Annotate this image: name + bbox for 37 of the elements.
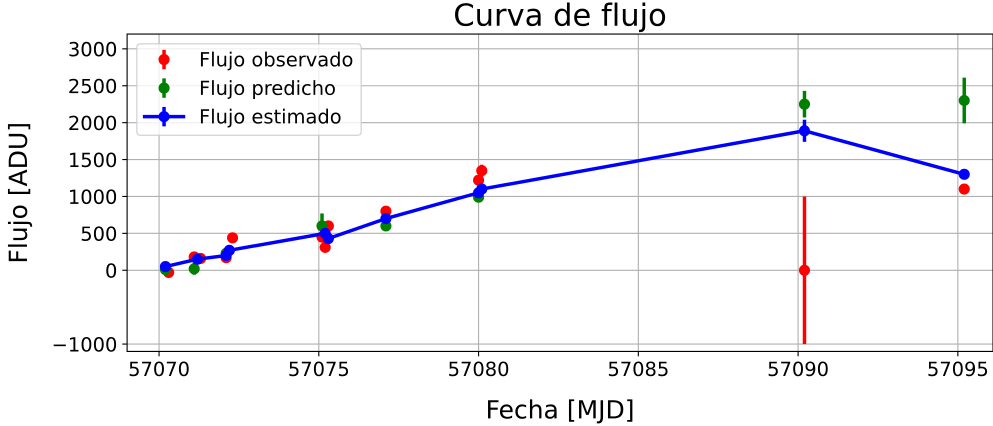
point — [958, 94, 970, 106]
y-tick-label: 0 — [106, 263, 116, 278]
point — [322, 232, 334, 244]
y-tick-label: 1500 — [70, 152, 116, 168]
point — [958, 168, 970, 180]
legend-label: Flujo predicho — [200, 80, 335, 99]
point — [160, 261, 171, 272]
point — [226, 232, 238, 244]
x-tick-label: 57085 — [608, 362, 668, 376]
x-tick-label: 57090 — [768, 362, 828, 376]
point — [192, 254, 203, 265]
point — [798, 125, 810, 136]
x-tick-label: 57075 — [289, 362, 348, 376]
point — [188, 263, 200, 274]
point — [473, 174, 484, 186]
point — [798, 264, 810, 276]
point — [476, 165, 488, 176]
x-tick-label: 57095 — [928, 362, 988, 376]
legend-label: Flujo observado — [200, 52, 352, 70]
point — [380, 213, 392, 224]
x-tick-label: 57070 — [130, 362, 189, 376]
y-tick-label: 3000 — [69, 42, 116, 57]
y-tick-label: 1000 — [70, 189, 116, 204]
y-tick-label: 2000 — [69, 116, 116, 130]
x-axis-title: Fecha [MJD] — [488, 399, 632, 424]
point — [958, 184, 970, 195]
point — [320, 242, 331, 253]
point — [476, 184, 488, 195]
y-tick-label: 2500 — [69, 78, 116, 94]
x-tick-label: 57080 — [449, 362, 508, 376]
y-tick-label: −1000 — [54, 337, 116, 352]
y-axis-title: Flujo [ADU] — [8, 124, 32, 262]
chart-title: Curva de flujo — [455, 2, 666, 32]
legend-label: Flujo estimado — [200, 108, 341, 128]
point — [798, 98, 810, 110]
y-tick-label: 500 — [82, 226, 116, 242]
point — [224, 244, 235, 256]
